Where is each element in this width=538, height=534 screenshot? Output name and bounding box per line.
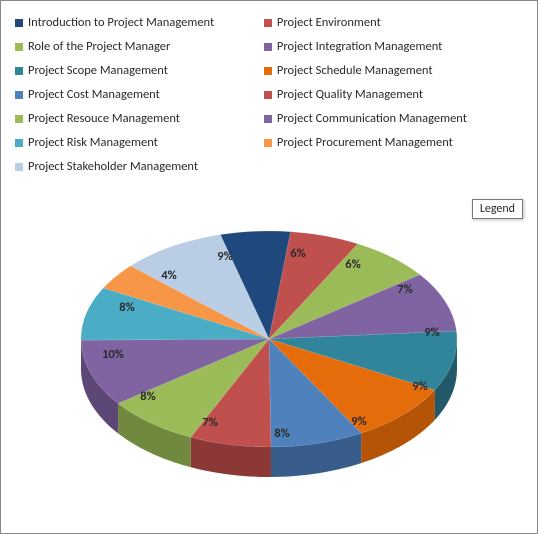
pie-slice-label: 9% — [217, 249, 232, 264]
pie-slice-label: 8% — [140, 389, 155, 404]
legend-label: Introduction to Project Management — [28, 15, 214, 30]
legend-swatch — [15, 163, 23, 171]
legend-item: Project Communication Management — [264, 111, 513, 126]
legend-swatch — [264, 115, 272, 123]
legend-item: Project Cost Management — [15, 87, 264, 102]
legend-label: Project Stakeholder Management — [28, 159, 198, 174]
legend-swatch — [15, 91, 23, 99]
legend-label: Project Communication Management — [277, 111, 467, 126]
pie-slice-label: 4% — [161, 268, 176, 283]
legend-swatch — [264, 43, 272, 51]
legend-item: Project Resouce Management — [15, 111, 264, 126]
legend-item: Project Environment — [264, 15, 513, 30]
legend-item: Project Schedule Management — [264, 63, 513, 78]
legend-label: Project Resouce Management — [28, 111, 180, 126]
pie-slice-label: 7% — [202, 415, 217, 430]
legend-label: Project Quality Management — [277, 87, 423, 102]
legend-item: Project Integration Management — [264, 39, 513, 54]
legend-label: Project Procurement Management — [277, 135, 453, 150]
legend-item: Role of the Project Manager — [15, 39, 264, 54]
legend-label: Project Risk Management — [28, 135, 158, 150]
legend-item: Project Procurement Management — [264, 135, 513, 150]
legend-swatch — [264, 139, 272, 147]
legend-swatch — [15, 115, 23, 123]
legend-swatch — [264, 19, 272, 27]
legend-item: Project Risk Management — [15, 135, 264, 150]
legend-label: Project Schedule Management — [277, 63, 433, 78]
pie-slice-label: 9% — [351, 414, 366, 429]
pie-slice-label: 7% — [397, 282, 412, 297]
pie-slice-label: 9% — [424, 325, 439, 340]
legend-label: Role of the Project Manager — [28, 39, 170, 54]
pie-slice-label: 6% — [290, 246, 305, 261]
legend-swatch — [15, 139, 23, 147]
legend-item: Introduction to Project Management — [15, 15, 264, 30]
legend-swatch — [264, 67, 272, 75]
pie-slice-label: 6% — [345, 257, 360, 272]
legend-label: Project Scope Management — [28, 63, 168, 78]
legend-swatch — [15, 43, 23, 51]
legend: Introduction to Project Management Projec… — [1, 1, 537, 189]
pie-chart: 6% 6% 7% 9% 9% 9% 8% 7% 8% 10% 8% 4% 9% — [1, 189, 537, 509]
legend-item: Project Scope Management — [15, 63, 264, 78]
legend-item: Project Stakeholder Management — [15, 159, 264, 174]
legend-swatch — [15, 19, 23, 27]
legend-item: Project Quality Management — [264, 87, 513, 102]
legend-label: Project Integration Management — [277, 39, 442, 54]
pie-slice-label: 10% — [102, 347, 124, 362]
pie-slice-label: 8% — [274, 426, 289, 441]
pie-slice-label: 8% — [119, 300, 134, 315]
legend-swatch — [15, 67, 23, 75]
pie-slice-label: 9% — [412, 379, 427, 394]
legend-label: Project Environment — [277, 15, 381, 30]
legend-swatch — [264, 91, 272, 99]
legend-label: Project Cost Management — [28, 87, 160, 102]
